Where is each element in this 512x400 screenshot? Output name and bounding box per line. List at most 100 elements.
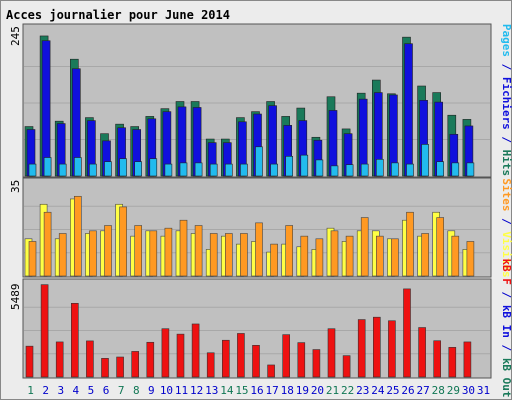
x-axis-day-labels: 1 2 3 4 5 6 7 8 9 10 11 12 13 14 15 16 17 18 19 20 21 22 23 24 2… xyxy=(27,384,490,397)
bar-sites xyxy=(119,206,127,277)
bar-pages xyxy=(330,165,339,177)
bar-sites xyxy=(89,230,97,277)
legend-label-part: kB Out xyxy=(500,358,512,398)
bar-kb-f xyxy=(206,352,215,378)
legend-label-part: / xyxy=(500,57,512,77)
bar-sites xyxy=(345,235,354,277)
bar-pages xyxy=(43,157,52,177)
x-tick-label: 17 xyxy=(266,384,279,397)
bar-sites xyxy=(315,238,324,277)
bar-kb-f xyxy=(25,345,34,378)
panel-bottom-ymax-label: 5489 xyxy=(9,284,22,311)
legend-label-part: / xyxy=(500,338,512,358)
x-tick-label: 31 xyxy=(477,384,490,397)
bar-pages xyxy=(74,157,82,177)
bar-fichiers xyxy=(404,43,413,177)
bar-pages xyxy=(119,158,127,177)
x-tick-label: 20 xyxy=(311,384,324,397)
bar-pages xyxy=(134,161,142,177)
panel-top-bars xyxy=(24,35,475,177)
bar-sites xyxy=(58,233,67,277)
bar-kb-f xyxy=(55,341,64,378)
panel-top-border xyxy=(22,23,492,178)
bar-pages xyxy=(345,164,354,177)
panel-bottom: 5489 kB F / kB In / kB Out xyxy=(9,258,512,397)
bar-kb-f xyxy=(131,351,139,378)
bar-pages xyxy=(285,156,294,177)
bar-kb-f xyxy=(40,284,49,378)
x-tick-label: 12 xyxy=(190,384,203,397)
bar-pages xyxy=(315,159,324,177)
x-tick-label: 24 xyxy=(371,384,385,397)
x-tick-label: 16 xyxy=(250,384,263,397)
bar-kb-f xyxy=(116,356,124,378)
x-tick-label: 27 xyxy=(417,384,430,397)
bar-pages xyxy=(209,163,218,177)
x-tick-label: 13 xyxy=(205,384,218,397)
bar-sites xyxy=(240,233,248,277)
chart-title: Acces journalier pour June 2014 xyxy=(6,8,230,22)
bar-pages xyxy=(270,163,278,177)
x-tick-label: 1 xyxy=(27,384,34,397)
bar-pages xyxy=(255,146,263,177)
bar-kb-f xyxy=(312,349,321,378)
x-tick-label: 14 xyxy=(220,384,234,397)
x-tick-label: 10 xyxy=(160,384,173,397)
bar-sites xyxy=(406,211,414,277)
bar-pages xyxy=(28,163,37,177)
x-tick-label: 30 xyxy=(462,384,475,397)
bar-sites xyxy=(375,235,384,277)
x-tick-label: 2 xyxy=(42,384,49,397)
bar-sites xyxy=(225,233,233,277)
x-tick-label: 5 xyxy=(88,384,95,397)
bar-sites xyxy=(255,222,263,277)
x-tick-label: 21 xyxy=(326,384,339,397)
bar-sites xyxy=(360,217,369,277)
bar-sites xyxy=(421,233,429,277)
bar-sites xyxy=(436,217,445,277)
bar-kb-f xyxy=(237,333,245,378)
bar-kb-f xyxy=(191,323,200,378)
panel-middle-ymax-label: 35 xyxy=(9,180,22,193)
bar-pages xyxy=(466,162,475,177)
bar-kb-f xyxy=(463,341,472,378)
bar-kb-f xyxy=(403,288,411,378)
bar-pages xyxy=(300,154,309,177)
bar-kb-f xyxy=(146,341,155,378)
panel-top: 245 Pages / Fichiers / Hits xyxy=(9,23,512,178)
bar-pages xyxy=(451,162,460,177)
x-tick-label: 26 xyxy=(401,384,414,397)
bar-sites xyxy=(300,235,309,277)
bar-kb-f xyxy=(448,347,457,378)
bar-sites xyxy=(104,225,112,277)
bar-pages xyxy=(104,161,112,177)
x-tick-label: 23 xyxy=(356,384,369,397)
bar-pages xyxy=(194,162,203,177)
bar-kb-f xyxy=(327,328,336,378)
bar-sites xyxy=(134,225,142,277)
panel-top-ymax-label: 245 xyxy=(9,26,22,46)
bar-kb-f xyxy=(252,345,260,378)
bar-pages xyxy=(360,163,369,177)
legend-label-part: Pages xyxy=(500,24,512,57)
legend-label-part: / xyxy=(500,285,512,305)
bar-kb-f xyxy=(282,334,291,378)
bar-pages xyxy=(179,162,188,177)
bar-pages xyxy=(149,158,158,177)
bar-fichiers xyxy=(41,40,51,177)
x-tick-label: 15 xyxy=(235,384,248,397)
bar-kb-f xyxy=(176,333,185,378)
legend-label-part: Sites xyxy=(500,178,512,211)
bar-kb-f xyxy=(86,340,94,378)
bar-pages xyxy=(225,163,233,177)
bar-pages xyxy=(164,163,173,177)
bar-sites xyxy=(270,243,278,277)
legend-label-part: / xyxy=(500,130,512,150)
bar-sites xyxy=(43,211,52,277)
bar-sites xyxy=(330,230,339,277)
bar-sites xyxy=(28,241,37,277)
x-tick-label: 18 xyxy=(281,384,294,397)
x-tick-label: 7 xyxy=(118,384,125,397)
panel-middle-legend-label: Sites / Visites xyxy=(500,178,512,277)
